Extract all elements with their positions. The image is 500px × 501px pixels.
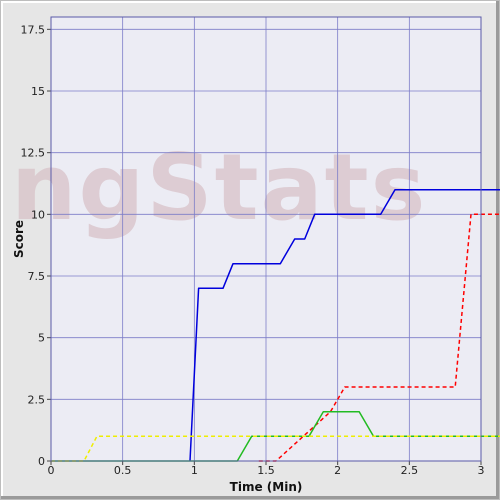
x-tick-label: 1 xyxy=(191,464,198,477)
x-tick-label: 0 xyxy=(48,464,55,477)
y-tick-label: 17.5 xyxy=(21,23,46,36)
x-tick-label: 0.5 xyxy=(114,464,132,477)
x-tick-label: 2 xyxy=(334,464,341,477)
y-tick-label: 15 xyxy=(31,85,45,98)
y-tick-label: 0 xyxy=(38,455,45,468)
watermark-text: ngStats xyxy=(11,134,427,241)
y-tick-label: 7.5 xyxy=(28,270,46,283)
x-tick-label: 1.5 xyxy=(257,464,275,477)
y-tick-label: 10 xyxy=(31,208,45,221)
series-line-1 xyxy=(189,188,500,462)
y-axis-title: Score xyxy=(12,220,26,258)
x-axis-title: Time (Min) xyxy=(230,480,303,494)
y-tick-label: 5 xyxy=(38,332,45,345)
watermark: ngStats xyxy=(11,134,427,241)
x-tick-label: 3 xyxy=(478,464,485,477)
plot-border xyxy=(50,16,482,462)
x-tick-label: 2.5 xyxy=(401,464,419,477)
y-tick-label: 2.5 xyxy=(28,393,46,406)
axes: 0 0.5 1 1.5 2 2.5 3 0 2.5 5 7.5 10 12.5 15 17.5 xyxy=(21,16,485,477)
series-line-3 xyxy=(51,410,500,462)
y-tick-label: 12.5 xyxy=(21,147,46,160)
